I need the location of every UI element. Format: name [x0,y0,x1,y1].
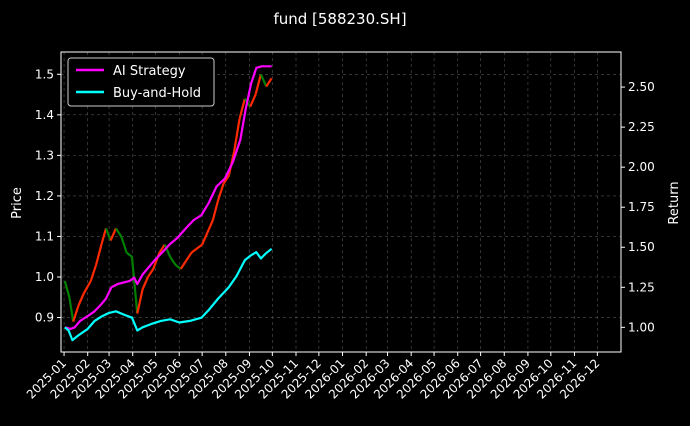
y-left-tick-label: 1.5 [35,67,54,81]
price-candle [238,98,246,120]
price-candle [68,297,75,322]
legend-box [67,57,215,107]
price-candle [77,292,85,306]
price-candles [63,73,273,322]
plot-frame [60,51,622,353]
price-candle [201,231,209,246]
price-candle [163,244,172,258]
price-candle [206,219,214,233]
price-candle [120,236,128,254]
series-lines [64,65,273,342]
price-candle [249,94,257,108]
price-candle [233,118,241,152]
price-candle [125,251,133,258]
y-axis-right-label: Return [667,181,682,224]
price-candle [254,74,262,95]
axis-ticks: 2025-012025-022025-032025-042025-052025-… [24,67,655,401]
price-candle [196,243,203,250]
grid [61,52,621,352]
price-candle [136,288,144,314]
price-candle [109,227,117,241]
price-candle [211,199,220,221]
price-candle [63,280,71,298]
price-candle [100,228,108,245]
price-candle [141,276,149,290]
ai-strategy-line [64,65,272,330]
price-candle [179,260,188,270]
price-candle [82,280,92,294]
y-left-tick-label: 1.0 [35,270,54,284]
legend: AI Strategy Buy-and-Hold [67,57,215,107]
legend-label-ai-strategy: AI Strategy [113,64,186,79]
y-right-tick-label: 1.50 [628,240,655,254]
price-candle [130,256,139,314]
y-right-tick-label: 2.25 [628,120,655,134]
price-candle [147,268,155,278]
y-left-tick-label: 1.3 [35,148,54,162]
price-candle [72,305,80,322]
price-candle [259,73,268,87]
y-left-tick-label: 0.9 [35,311,54,325]
y-right-tick-label: 1.00 [628,320,655,334]
price-candle [89,264,98,282]
price-candle [115,227,123,238]
price-candle [217,183,225,201]
price-candle [169,256,177,266]
y-right-tick-label: 2.00 [628,160,655,174]
price-candle [222,175,230,185]
y-left-tick-label: 1.2 [35,189,54,203]
price-candle [185,252,193,262]
price-candle [190,247,198,254]
price-candle [158,243,166,254]
buy-and-hold-line [64,247,273,342]
price-candle [104,227,112,241]
price-candle [265,77,273,88]
chart-title: fund [588230.SH] [273,10,406,28]
y-axis-left-label: Price [10,187,25,219]
y-right-tick-label: 1.75 [628,200,655,214]
y-left-tick-label: 1.4 [35,108,54,122]
y-right-tick-label: 1.25 [628,280,655,294]
price-candle [174,263,182,270]
y-left-tick-label: 1.1 [35,229,54,243]
price-candle [95,244,103,266]
legend-label-buy-and-hold: Buy-and-Hold [113,86,201,101]
y-right-tick-label: 2.50 [628,80,655,94]
